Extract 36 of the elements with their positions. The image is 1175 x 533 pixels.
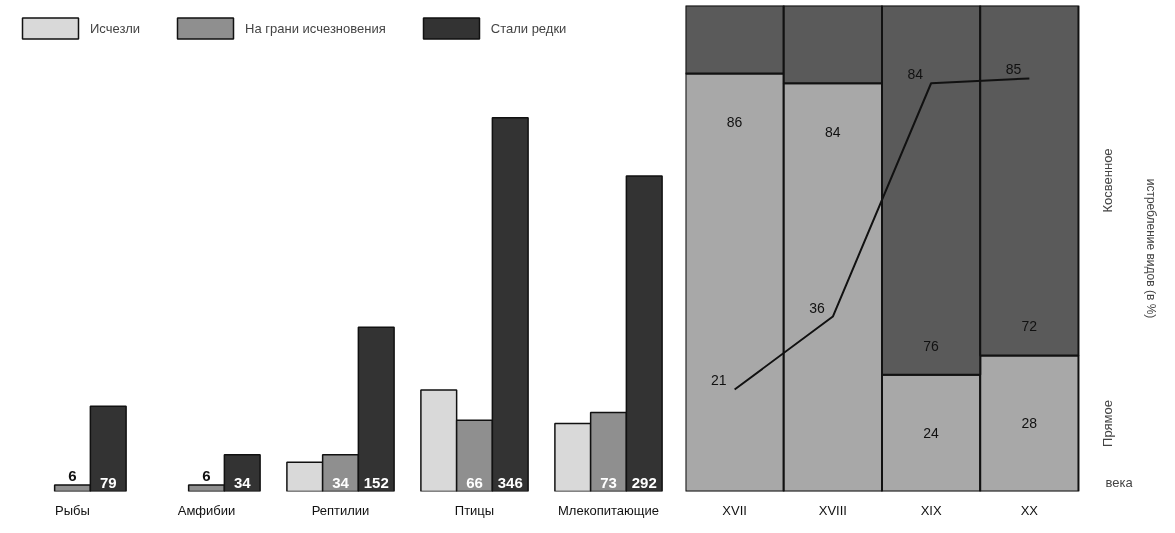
data-label: 79	[99, 473, 117, 491]
legend-label: Исчезли	[90, 20, 141, 36]
x-tick-label: Рептилии	[311, 502, 370, 518]
data-label: 84	[907, 66, 924, 83]
data-label: 85	[1005, 61, 1022, 78]
data-label: 86	[726, 114, 743, 131]
data-label: 34	[332, 473, 350, 491]
data-label: 28	[1021, 415, 1038, 432]
x-tick-label: XX	[1020, 502, 1039, 518]
data-label: 152	[363, 473, 389, 491]
legend-label: Стали редки	[490, 20, 567, 36]
data-label: 346	[497, 473, 523, 491]
data-label: 21	[711, 372, 727, 389]
x-tick-label: XVIII	[818, 502, 847, 518]
data-label: 24	[923, 425, 940, 442]
x-tick-label: Амфибии	[177, 502, 236, 518]
data-label: 66	[466, 473, 483, 491]
data-label: 34	[233, 473, 252, 491]
data-label: 6	[202, 467, 211, 485]
x-tick-label: Млекопитающие	[558, 502, 660, 518]
x-tick-label: Птицы	[454, 502, 495, 518]
x-tick-label: XIX	[920, 502, 942, 518]
data-label: 36	[809, 299, 826, 316]
data-label: 76	[923, 337, 940, 354]
legend-label: На грани исчезновения	[245, 20, 386, 36]
x-tick-label: Рыбы	[55, 502, 90, 518]
data-label: 292	[631, 473, 657, 491]
x-tick-label: XVII	[722, 502, 747, 518]
text: Прямое	[1100, 400, 1116, 447]
data-label: 6	[68, 467, 77, 485]
data-label: 84	[825, 123, 841, 140]
y2-axis-title: истребление видов (в %)	[1143, 178, 1158, 319]
data-label: 72	[1021, 318, 1038, 335]
data-label: 73	[600, 473, 617, 491]
x-axis-title: века	[1105, 474, 1134, 490]
text: Косвенное	[1100, 148, 1116, 213]
